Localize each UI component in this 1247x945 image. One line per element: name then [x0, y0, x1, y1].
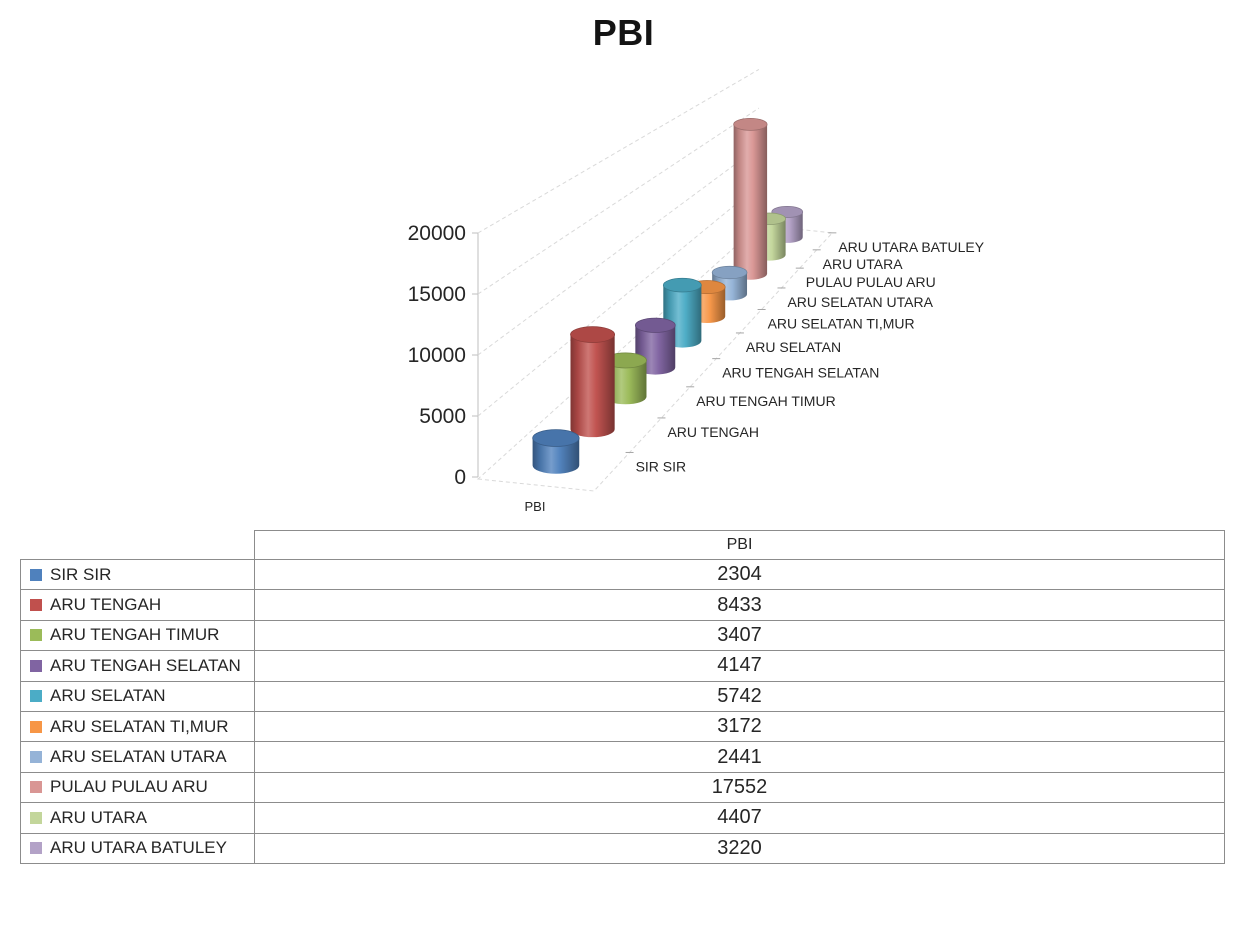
row-value-cell: 4407 — [254, 802, 1225, 834]
category-label-pulau-pulau-aru: PULAU PULAU ARU — [806, 274, 936, 290]
row-label-cell: ARU TENGAH SELATAN — [20, 650, 255, 682]
row-label-cell: SIR SIR — [20, 558, 255, 591]
row-label: ARU TENGAH SELATAN — [50, 655, 241, 675]
row-value-cell: 8433 — [254, 589, 1225, 621]
category-label-sir-sir: SIR SIR — [636, 458, 687, 474]
table-corner-cell — [21, 531, 255, 560]
table-header-row: PBI — [21, 530, 1225, 560]
chart-title: PBI — [592, 12, 655, 53]
row-value-cell: 5742 — [254, 680, 1225, 712]
row-label-cell: ARU SELATAN TI,MUR — [20, 710, 255, 743]
gridline-10000 — [477, 146, 760, 356]
cylinder-pulau-pulau-aru — [733, 117, 768, 280]
category-label-aru-selatan-utara: ARU SELATAN UTARA — [787, 294, 933, 310]
table-row-aru-selatan: ARU SELATAN 5742 — [20, 680, 1225, 712]
category-label-aru-utara-batuley: ARU UTARA BATULEY — [838, 239, 984, 255]
gridline-20000 — [477, 69, 760, 234]
legend-swatch-pulau-pulau-aru — [30, 781, 42, 794]
gridline-5000 — [477, 184, 760, 417]
row-label: PULAU PULAU ARU — [50, 777, 208, 797]
row-label-cell: ARU UTARA BATULEY — [20, 832, 255, 864]
legend-swatch-aru-selatan — [30, 690, 42, 703]
row-label: ARU UTARA — [50, 807, 147, 827]
row-label: ARU SELATAN TI,MUR — [50, 716, 229, 736]
legend-swatch-aru-selatan-utara — [30, 751, 42, 764]
table-row-aru-tengah-timur: ARU TENGAH TIMUR 3407 — [20, 619, 1225, 652]
table-row-pulau-pulau-aru: PULAU PULAU ARU 17552 — [20, 771, 1225, 804]
row-label: ARU TENGAH — [50, 595, 162, 615]
legend-swatch-aru-tengah-selatan — [30, 659, 42, 672]
row-label-cell: ARU UTARA — [20, 802, 255, 834]
table-row-aru-utara: ARU UTARA 4407 — [20, 802, 1225, 834]
legend-swatch-aru-utara — [30, 811, 42, 824]
row-label: ARU SELATAN — [50, 686, 166, 706]
row-label: SIR SIR — [50, 564, 112, 584]
row-value-cell: 4147 — [254, 650, 1225, 682]
legend-swatch-aru-tengah-timur — [30, 629, 42, 642]
row-value-cell: 3220 — [254, 832, 1225, 864]
row-label-cell: ARU SELATAN UTARA — [20, 741, 255, 773]
y-axis-label-0: 0 — [454, 466, 466, 489]
cylinder-sir-sir — [532, 429, 580, 474]
table-row-sir-sir: SIR SIR 2304 — [20, 558, 1225, 591]
y-axis-label-15000: 15000 — [408, 283, 466, 306]
y-axis-label-5000: 5000 — [419, 405, 466, 428]
row-label: ARU UTARA BATULEY — [50, 838, 227, 858]
table-row-aru-selatan-ti-mur: ARU SELATAN TI,MUR 3172 — [20, 710, 1225, 743]
table-row-aru-utara-batuley: ARU UTARA BATULEY 3220 — [20, 832, 1225, 864]
row-label-cell: ARU TENGAH TIMUR — [20, 619, 255, 652]
category-label-aru-selatan: ARU SELATAN — [746, 339, 841, 355]
y-axis-label-20000: 20000 — [408, 222, 466, 245]
row-label: ARU SELATAN UTARA — [50, 747, 227, 767]
row-label-cell: PULAU PULAU ARU — [20, 771, 255, 804]
table-header-pbi: PBI — [254, 530, 1225, 560]
category-label-aru-tengah-selatan: ARU TENGAH SELATAN — [722, 365, 879, 381]
row-label-cell: ARU SELATAN — [20, 680, 255, 712]
category-label-aru-selatan-ti-mur: ARU SELATAN TI,MUR — [768, 315, 915, 331]
row-label-cell: ARU TENGAH — [20, 589, 255, 621]
legend-swatch-aru-selatan-ti-mur — [30, 720, 42, 733]
category-label-aru-tengah: ARU TENGAH — [667, 424, 759, 440]
cylinder-aru-tengah — [570, 326, 616, 438]
table-row-aru-selatan-utara: ARU SELATAN UTARA 2441 — [20, 741, 1225, 773]
legend-swatch-sir-sir — [30, 568, 42, 581]
value-axis: 0 5000 10000 15000 20000 — [408, 69, 760, 489]
row-value-cell: 3407 — [254, 619, 1225, 652]
category-label-aru-utara: ARU UTARA — [823, 256, 904, 272]
row-value-cell: 2441 — [254, 741, 1225, 773]
pbi-3d-cylinder-chart: 0 5000 10000 15000 20000 PBI SIR SIR ARU TENGAH… — [408, 69, 985, 514]
row-value-cell: 2304 — [254, 558, 1225, 591]
row-label: ARU TENGAH TIMUR — [50, 625, 220, 645]
gridline-15000 — [477, 107, 760, 295]
y-axis-label-10000: 10000 — [408, 344, 466, 367]
category-label-aru-tengah-timur: ARU TENGAH TIMUR — [696, 393, 836, 409]
table-row-aru-tengah-selatan: ARU TENGAH SELATAN 4147 — [20, 650, 1225, 682]
row-value-cell: 17552 — [254, 771, 1225, 804]
series-axis-label: PBI — [525, 499, 546, 514]
legend-swatch-aru-utara-batuley — [30, 842, 42, 855]
table-row-aru-tengah: ARU TENGAH 8433 — [20, 589, 1225, 621]
row-value-cell: 3172 — [254, 710, 1225, 743]
category-axis: SIR SIR ARU TENGAH ARU TENGAH TIMUR ARU TEN… — [625, 232, 985, 474]
data-table: PBI SIR SIR 2304 ARU TENGAH 8433 ARU TENGAH … — [20, 530, 1225, 864]
legend-swatch-aru-tengah — [30, 599, 42, 612]
